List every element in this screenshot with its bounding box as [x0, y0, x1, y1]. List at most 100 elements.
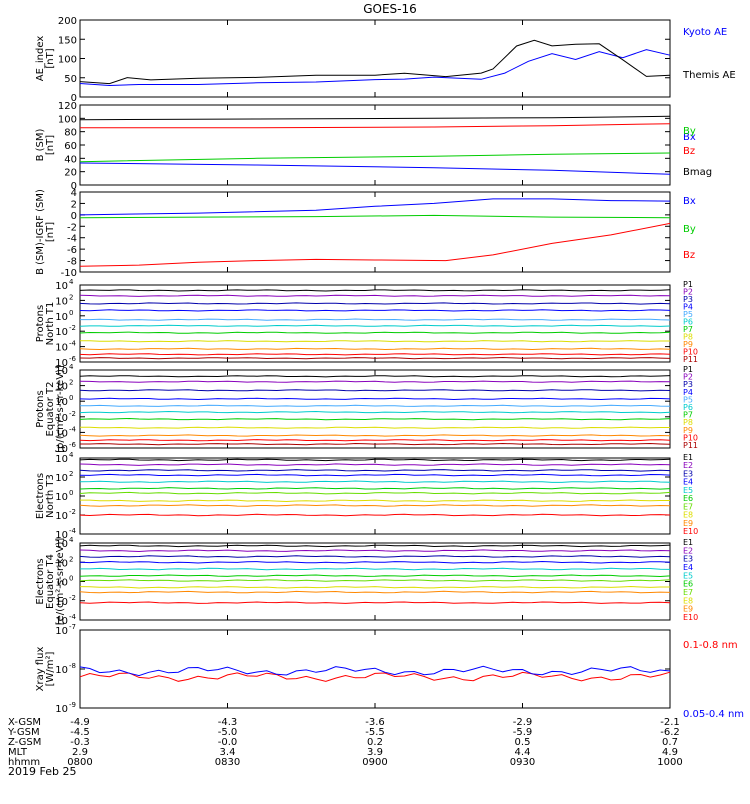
y-tick-label: -10	[61, 268, 77, 279]
series-line-p10	[79, 353, 671, 356]
legend-label: P11	[683, 355, 698, 364]
series-line-e4	[79, 560, 671, 564]
series-line-e8	[80, 499, 670, 503]
y-axis-label: North T3	[45, 474, 56, 518]
legend-label: E10	[683, 613, 698, 622]
y-tick-exponent: -2	[69, 508, 76, 516]
series-line-e10	[79, 601, 671, 604]
legend-label: P1	[683, 280, 693, 289]
y-axis-label: Protons	[35, 305, 46, 342]
y-tick-exponent: 4	[69, 363, 74, 371]
legend-label: E8	[683, 511, 693, 520]
series-line-e10	[79, 513, 671, 517]
series-line-p8	[80, 426, 670, 429]
series-line-p2	[79, 294, 671, 297]
y-axis-label: Equator T4	[45, 554, 56, 609]
legend-label: E2	[683, 461, 693, 470]
y-tick-exponent: 0	[69, 489, 73, 497]
footer-value: -5.0	[218, 727, 238, 738]
legend-label: E10	[683, 527, 698, 536]
series-line-e4	[79, 473, 671, 477]
y-tick-label: 150	[58, 35, 77, 46]
y-tick-label: 10	[55, 558, 68, 569]
legend-label: Bmag	[683, 167, 712, 178]
footer-value: -4.5	[70, 727, 90, 738]
y-tick-label: 10	[55, 366, 68, 377]
y-axis-label: Electrons	[35, 558, 46, 604]
y-tick-label: 10	[55, 358, 68, 369]
footer-value: 0.5	[515, 737, 531, 748]
series-line-p7	[79, 417, 671, 421]
series-line-p5	[80, 318, 671, 321]
y-axis-label: Xray flux	[35, 647, 46, 692]
y-axis-label: [e/(cm²-s-sr-keV)]	[55, 538, 66, 626]
series-line-bx	[79, 162, 671, 175]
legend-label: Bz	[683, 146, 695, 157]
y-tick-label: 10	[55, 578, 68, 589]
footer-value: -3.6	[365, 717, 385, 728]
y-tick-exponent: -4	[69, 340, 77, 348]
footer-value: -5.5	[365, 727, 385, 738]
y-axis-label: [W/m²]	[45, 651, 56, 686]
y-tick-exponent: -2	[69, 324, 76, 332]
legend-label: Bx	[683, 196, 696, 207]
series-line-0-05-0-4-nm	[79, 665, 671, 677]
y-tick-exponent: 4	[69, 278, 74, 286]
series-line-by	[79, 214, 671, 219]
y-tick-label: -8	[67, 257, 77, 268]
series-line-e1	[79, 544, 671, 548]
y-tick-label: 10	[55, 343, 68, 354]
y-tick-exponent: -6	[69, 355, 77, 363]
y-tick-exponent: 2	[69, 555, 73, 563]
footer-value: -4.9	[70, 717, 90, 728]
y-tick-label: -4	[67, 234, 77, 245]
legend-label: P7	[683, 325, 693, 334]
plot-title: GOES-16	[363, 2, 417, 16]
series-line-p9	[79, 434, 671, 437]
y-tick-exponent: 0	[69, 575, 73, 583]
legend-label: P2	[683, 288, 693, 297]
legend-label: E3	[683, 469, 693, 478]
legend-label: P7	[683, 411, 693, 420]
legend-label: P4	[683, 388, 693, 397]
series-line-e3	[79, 555, 671, 558]
series-line-p10	[79, 439, 671, 442]
series-line-p2	[79, 380, 671, 383]
y-tick-label: 10	[55, 539, 68, 550]
y-tick-label: 10	[55, 473, 68, 484]
y-tick-label: 10	[55, 397, 68, 408]
footer-row-label: MLT	[8, 747, 28, 758]
series-line-e6	[79, 574, 671, 578]
y-tick-label: 50	[64, 74, 77, 85]
legend-label: E1	[683, 538, 693, 547]
legend-label: P8	[683, 333, 693, 342]
y-axis-label: AE_index	[35, 36, 46, 82]
footer-value: 1000	[657, 757, 682, 768]
y-tick-label: 10	[55, 413, 68, 424]
footer-value: 3.9	[367, 747, 383, 758]
footer-value: -0.3	[70, 737, 90, 748]
y-tick-exponent: -6	[69, 441, 77, 449]
legend-label: P9	[683, 426, 693, 435]
y-tick-exponent: -4	[69, 613, 77, 621]
footer-value: 0.7	[662, 737, 678, 748]
y-axis-label: [nT]	[45, 48, 56, 68]
y-tick-label: 100	[58, 55, 77, 66]
legend-label: E5	[683, 486, 693, 495]
footer-row-label: hhmm	[8, 757, 40, 768]
y-tick-label: 10	[55, 665, 68, 676]
y-tick-label: 10	[55, 327, 68, 338]
series-line-bmag	[79, 115, 671, 121]
series-line-p11	[79, 356, 671, 360]
plot-date: 2019 Feb 25	[8, 765, 76, 778]
legend-label: P8	[683, 418, 693, 427]
series-line-e3	[79, 469, 671, 472]
series-line-bx	[79, 198, 671, 216]
y-tick-label: 10	[55, 704, 68, 715]
